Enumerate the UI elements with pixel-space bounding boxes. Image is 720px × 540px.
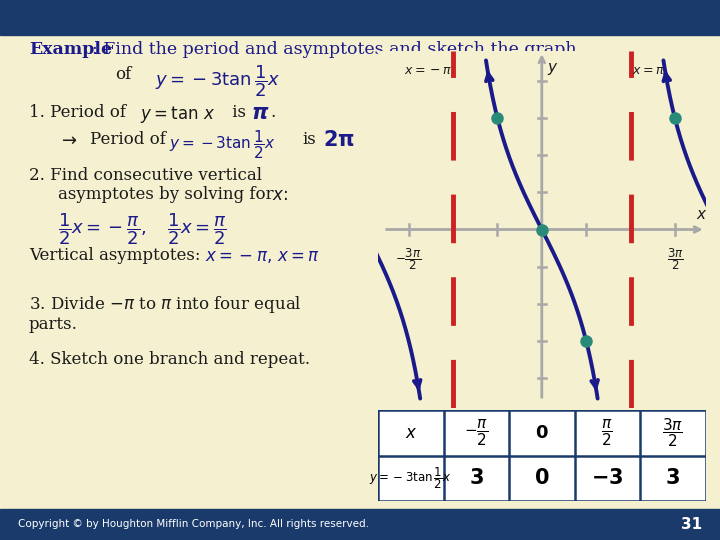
Text: $\dfrac{3\pi}{2}$: $\dfrac{3\pi}{2}$ [662, 417, 683, 449]
Text: $y = \tan\,x$: $y = \tan\,x$ [140, 104, 216, 125]
Text: Example: Example [29, 40, 112, 57]
Text: $\mathbf{0}$: $\mathbf{0}$ [534, 468, 549, 489]
Text: of: of [115, 66, 132, 83]
Text: Vertical asymptotes:: Vertical asymptotes: [29, 247, 200, 264]
Text: .: . [270, 104, 275, 120]
Text: $\mathbf{0}$: $\mathbf{0}$ [535, 424, 549, 442]
Text: $x$: $x$ [696, 207, 707, 222]
Text: 4. Sketch one branch and repeat.: 4. Sketch one branch and repeat. [29, 351, 310, 368]
Text: $x$: $x$ [405, 424, 417, 442]
Text: $-\dfrac{3\pi}{2}$: $-\dfrac{3\pi}{2}$ [395, 246, 422, 272]
Bar [0, 509, 720, 540]
Text: is: is [227, 104, 251, 120]
Text: $y$: $y$ [547, 60, 559, 77]
Text: $-\dfrac{\pi}{2}$: $-\dfrac{\pi}{2}$ [464, 418, 489, 448]
Text: : Find the period and asymptotes and sketch the graph: : Find the period and asymptotes and ske… [92, 40, 577, 57]
Text: 1. Period of: 1. Period of [29, 104, 131, 120]
Text: asymptotes by solving for: asymptotes by solving for [58, 186, 273, 203]
Text: $\dfrac{\pi}{2}$: $\dfrac{\pi}{2}$ [601, 418, 613, 448]
Text: $x=-\pi$: $x=-\pi$ [404, 64, 451, 77]
Text: 2. Find consecutive vertical: 2. Find consecutive vertical [29, 167, 262, 184]
Text: $\boldsymbol{\pi}$: $\boldsymbol{\pi}$ [251, 103, 269, 123]
Text: is: is [302, 131, 316, 147]
Text: $\mathbf{3}$: $\mathbf{3}$ [665, 468, 680, 489]
Text: $\dfrac{3\pi}{2}$: $\dfrac{3\pi}{2}$ [667, 246, 683, 272]
Bar [0, 0, 720, 35]
Text: $y = -3\tan\dfrac{1}{2}x$: $y = -3\tan\dfrac{1}{2}x$ [169, 129, 276, 161]
Text: $x = -\pi,\, x = \pi$: $x = -\pi,\, x = \pi$ [205, 247, 320, 265]
Text: $\mathbf{-3}$: $\mathbf{-3}$ [591, 468, 624, 489]
Text: $\rightarrow$: $\rightarrow$ [58, 131, 77, 149]
Text: Copyright © by Houghton Mifflin Company, Inc. All rights reserved.: Copyright © by Houghton Mifflin Company,… [18, 519, 369, 529]
Text: $x=\pi$: $x=\pi$ [632, 64, 665, 77]
Text: Period of: Period of [90, 131, 166, 147]
Text: $\mathbf{3}$: $\mathbf{3}$ [469, 468, 484, 489]
Text: $x$:: $x$: [272, 186, 288, 204]
Text: 31: 31 [681, 517, 702, 532]
Text: $y = -3\tan\dfrac{1}{2}x$: $y = -3\tan\dfrac{1}{2}x$ [369, 465, 452, 491]
Text: $\mathbf{2\pi}$: $\mathbf{2\pi}$ [323, 130, 354, 150]
Text: parts.: parts. [29, 316, 78, 333]
Text: $y = -3\tan\dfrac{1}{2}x$: $y = -3\tan\dfrac{1}{2}x$ [155, 64, 281, 99]
Text: 3. Divide $-\pi$ to $\pi$ into four equal: 3. Divide $-\pi$ to $\pi$ into four equa… [29, 294, 302, 315]
Text: $\dfrac{1}{2}x = -\dfrac{\pi}{2},\quad \dfrac{1}{2}x = \dfrac{\pi}{2}$: $\dfrac{1}{2}x = -\dfrac{\pi}{2},\quad \… [58, 212, 227, 247]
